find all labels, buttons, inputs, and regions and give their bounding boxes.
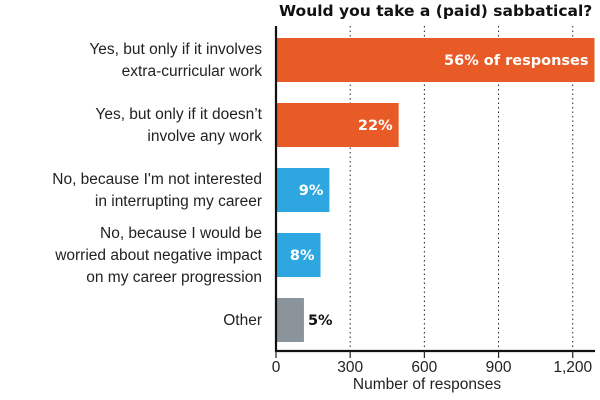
category-label: Other xyxy=(223,312,262,329)
x-tick-label: 300 xyxy=(337,359,363,376)
bar-value-label: 22% xyxy=(358,118,393,134)
bar-value-label: 56% of responses xyxy=(444,53,588,69)
category-label: Yes, but only if it doesn’t involve any w… xyxy=(95,106,262,145)
x-axis-title: Number of responses xyxy=(353,376,501,393)
x-tick-label: 600 xyxy=(411,359,437,376)
x-tick-label: 900 xyxy=(486,359,512,376)
x-tick-label: 0 xyxy=(272,359,281,376)
category-labels: Yes, but only if it involves extra-curric… xyxy=(52,41,262,329)
bar xyxy=(276,233,321,277)
category-label: Yes, but only if it involves extra-curric… xyxy=(89,41,262,80)
bar xyxy=(276,38,595,82)
axes: 0 300 600 900 1,200 xyxy=(272,26,595,376)
bar xyxy=(276,103,399,147)
category-label: No, because I would be worried about nega… xyxy=(54,225,262,286)
chart-title: Would you take a (paid) sabbatical? xyxy=(279,2,592,20)
bar xyxy=(276,168,330,212)
bar-value-label: 9% xyxy=(299,183,324,199)
bar-value-label: 5% xyxy=(308,313,333,329)
bars: 56% of responses 22% 9% 8% 5% xyxy=(276,38,595,342)
category-label: No, because I'm not interested in interru… xyxy=(52,171,262,210)
bar xyxy=(276,298,304,342)
x-tick-label: 1,200 xyxy=(553,359,592,376)
bar-value-label: 8% xyxy=(290,248,315,264)
